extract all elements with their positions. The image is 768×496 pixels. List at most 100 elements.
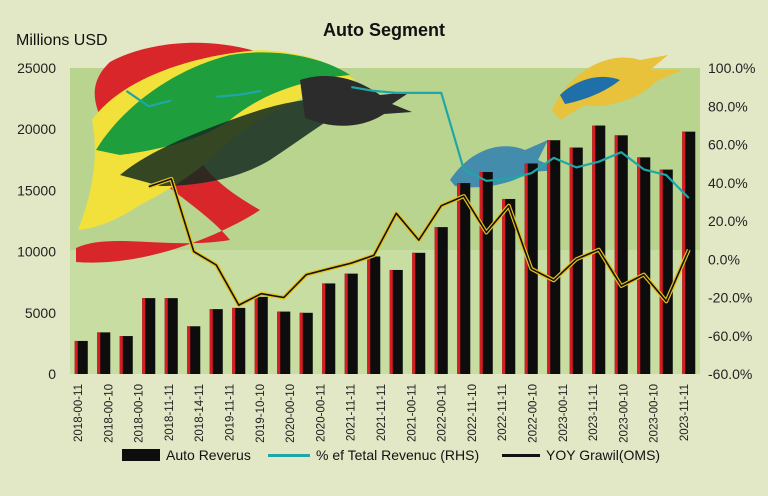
- bar-highlight: [164, 298, 168, 374]
- bar-highlight: [502, 198, 506, 374]
- x-tick-label: 2020-00-10: [285, 384, 297, 443]
- y2-tick-label: 60.0%: [708, 137, 748, 153]
- y2-tick-label: 0.0%: [708, 251, 740, 267]
- yoy-series-line: [148, 178, 690, 306]
- bar: [547, 140, 561, 374]
- y2-tick-label: -60.0%: [708, 328, 752, 344]
- bar-highlight: [97, 332, 101, 374]
- bar: [502, 198, 516, 374]
- bar-highlight: [277, 311, 281, 374]
- x-tick-label: 2018-11-11: [164, 384, 176, 441]
- x-tick-label: 2020-00-11: [315, 384, 327, 442]
- decorative-illustration: [76, 42, 682, 263]
- legend-item-pct: % ef Tetal Revenuc (RHS): [268, 447, 479, 463]
- x-tick-label: 2023-11-11: [679, 384, 691, 441]
- x-tick-label: 2023-11-11: [588, 384, 600, 441]
- bar: [344, 273, 358, 374]
- y-tick-label: 5000: [25, 305, 56, 321]
- wave-green: [96, 52, 350, 155]
- x-tick-label: 2021-11-11: [346, 384, 358, 441]
- bar-highlight: [682, 131, 686, 374]
- bar: [254, 296, 268, 374]
- bar-highlight: [434, 227, 438, 374]
- legend-label: Auto Reverus: [166, 447, 251, 463]
- x-tick-label: 2022-00-11: [437, 384, 449, 442]
- legend-item-yoy: YOY Grawil(OMS): [502, 447, 660, 463]
- legend-swatch-line-yoy: [502, 453, 540, 457]
- x-tick-label: 2022-11-11: [497, 384, 509, 441]
- legend-label: % ef Tetal Revenuc (RHS): [316, 447, 480, 463]
- bar: [614, 135, 628, 374]
- x-tick-label: 2022-11-10: [467, 384, 479, 442]
- x-tick-label: 2018-00-10: [134, 384, 146, 443]
- x-tick-label: 2022-00-10: [528, 384, 540, 443]
- x-tick-label: 2023-00-10: [618, 384, 630, 443]
- x-axis-labels: 2018-00-11 2018-00-10 2018-00-10 2018-11-11…: [73, 384, 691, 443]
- bar: [367, 256, 381, 374]
- bar-highlight: [412, 252, 416, 374]
- bar: [164, 298, 178, 374]
- right-axis-ticks: 100.0% 80.0% 60.0% 40.0% 20.0% 0.0% -20.0% -60.…: [708, 60, 755, 382]
- bar: [74, 340, 88, 374]
- bar: [119, 336, 133, 374]
- bar-highlight: [232, 307, 236, 374]
- y2-tick-label: 20.0%: [708, 213, 748, 229]
- y-tick-label: 15000: [17, 182, 56, 198]
- y-tick-label: 0: [48, 366, 56, 382]
- chart-title: Auto Segment: [322, 20, 445, 40]
- y-axis-label: Millions USD: [16, 32, 108, 49]
- x-tick-label: 2018-14-11: [194, 384, 206, 442]
- y-tick-label: 10000: [17, 244, 56, 260]
- pct-series-line: [125, 86, 690, 199]
- fish-head: [300, 75, 412, 126]
- y2-tick-label: 100.0%: [708, 60, 755, 76]
- bar: [637, 157, 651, 374]
- bar-highlight: [389, 269, 393, 374]
- bar-highlight: [524, 163, 528, 374]
- bar: [659, 169, 673, 374]
- bar: [187, 326, 201, 374]
- bar-highlight: [614, 135, 618, 374]
- wave-dark: [120, 98, 360, 186]
- bar: [299, 312, 313, 374]
- bar: [277, 311, 291, 374]
- y2-tick-label: 80.0%: [708, 98, 748, 114]
- creature-top-right: [552, 55, 682, 120]
- y2-tick-label: -20.0%: [708, 290, 752, 306]
- bar: [479, 172, 493, 374]
- bar: [412, 252, 426, 374]
- legend-item-revenue: Auto Reverus: [122, 447, 251, 463]
- bar-highlight: [74, 340, 78, 374]
- creature-accent: [560, 76, 620, 104]
- y2-tick-label: -60.0%: [708, 366, 752, 382]
- x-tick-label: 2019-11-11: [225, 384, 237, 441]
- series-lines: [125, 86, 691, 308]
- legend-swatch-line-pct: [268, 453, 310, 457]
- y-tick-label: 20000: [17, 121, 56, 137]
- bar: [142, 298, 156, 374]
- bar-highlight: [637, 157, 641, 374]
- bar: [457, 183, 471, 374]
- bar-highlight: [254, 296, 258, 374]
- bar-highlight: [119, 336, 123, 374]
- x-tick-label: 2021-00-11: [406, 384, 418, 442]
- plot-background-fade: [70, 250, 700, 374]
- x-tick-label: 2019-10-10: [255, 384, 267, 443]
- bar-highlight: [187, 326, 191, 374]
- x-tick-label: 2018-00-10: [103, 384, 115, 443]
- revenue-bars: [74, 125, 696, 374]
- bar-highlight: [299, 312, 303, 374]
- bar: [209, 309, 223, 374]
- bar-highlight: [142, 298, 146, 374]
- bar-highlight: [547, 140, 551, 374]
- bar: [389, 269, 403, 374]
- bar-highlight: [457, 183, 461, 374]
- bar-highlight: [344, 273, 348, 374]
- bar-highlight: [569, 147, 573, 374]
- y2-tick-label: 40.0%: [708, 175, 748, 191]
- x-tick-label: 2021-11-11: [376, 384, 388, 441]
- bar-highlight: [479, 172, 483, 374]
- bar: [232, 307, 246, 374]
- x-tick-label: 2023-00-10: [649, 384, 661, 443]
